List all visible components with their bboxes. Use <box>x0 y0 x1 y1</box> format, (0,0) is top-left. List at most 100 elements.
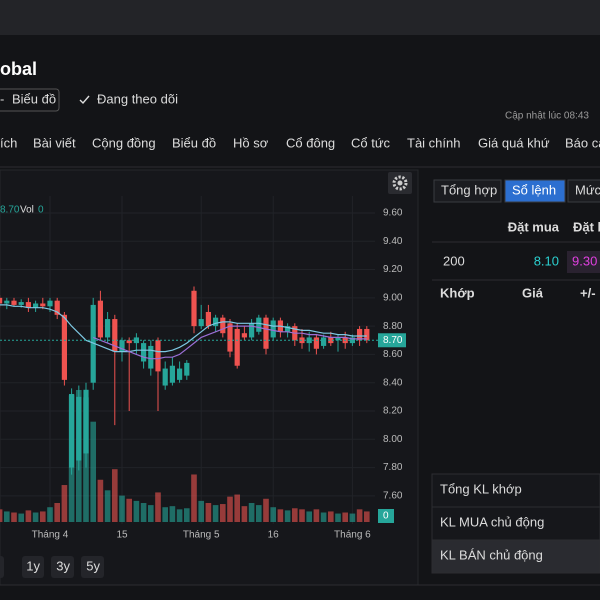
volume-bar <box>90 421 96 522</box>
side-tab[interactable] <box>567 179 600 203</box>
candle-body <box>162 368 168 386</box>
range-button[interactable] <box>0 556 4 578</box>
volume-bar <box>40 511 46 522</box>
side-tab-label[interactable]: Mức <box>575 182 600 197</box>
candle-body <box>357 328 363 341</box>
trades-header: +/- <box>580 285 596 300</box>
legend-vol: Vol <box>20 205 34 216</box>
side-tab-label[interactable]: Tổng hợp <box>441 182 497 197</box>
candle-body <box>198 319 204 327</box>
candle-body <box>119 340 125 352</box>
volume-zero-box <box>378 509 394 523</box>
side-tab[interactable] <box>504 179 566 203</box>
chart-button[interactable] <box>0 88 60 112</box>
volume-bar <box>364 511 370 522</box>
legend-price: 8.70 <box>0 205 20 216</box>
nav-tab[interactable]: Cổ đông <box>286 135 335 150</box>
legend-vol-value: 0 <box>38 205 44 216</box>
range-button[interactable] <box>51 556 74 578</box>
volume-bar <box>112 469 118 522</box>
candle-body <box>299 337 305 344</box>
volume-bar <box>176 509 183 522</box>
dash: - <box>0 91 4 106</box>
y-tick-label: 8.20 <box>383 406 403 417</box>
trades-header: Giá <box>522 285 544 300</box>
volume-bar <box>104 490 111 522</box>
volume-bar <box>335 513 341 522</box>
last-price-label: 8.70 <box>383 335 403 346</box>
candle-body <box>11 300 17 305</box>
volume-bar <box>234 494 240 522</box>
y-tick-label: 7.60 <box>383 490 403 501</box>
side-tab[interactable] <box>433 179 502 203</box>
range-button[interactable] <box>81 556 104 578</box>
x-tick-label: Tháng 6 <box>334 530 371 541</box>
chart-button-label[interactable]: Biểu đồ <box>12 91 56 106</box>
nav-tabs: ích Bài viết Cộng đồng Biểu đồ Hồ sơ Cổ đông C… <box>0 135 600 150</box>
x-tick-label: Tháng 5 <box>183 530 220 541</box>
volume-bar <box>32 512 39 522</box>
range-label[interactable]: 5y <box>86 558 100 573</box>
nav-tab[interactable]: Giá quá khứ <box>478 135 550 150</box>
volume-bar <box>277 509 284 522</box>
side-tab-label[interactable]: Sổ lệnh <box>512 182 556 197</box>
nav-tab[interactable]: Tài chính <box>407 135 460 150</box>
stock-title: obal <box>0 59 37 79</box>
volume-bar <box>47 507 53 522</box>
volume-bar <box>256 505 262 522</box>
candle-body <box>126 340 132 344</box>
x-tick-label: 15 <box>116 530 128 541</box>
candle-body <box>205 311 211 327</box>
gear-icon[interactable] <box>392 175 408 191</box>
candle-chart: 9.60 9.40 9.20 9.00 8.80 8.60 8.40 8.20 8.00 7.80… <box>0 196 406 578</box>
volume-bar <box>11 512 17 522</box>
candle-body <box>25 302 31 308</box>
nav-tab[interactable]: Cộng đồng <box>92 135 156 150</box>
volume-bar <box>191 474 197 522</box>
range-label[interactable]: 1y <box>26 558 40 573</box>
book-volume: 200 <box>443 253 465 268</box>
volume-bar <box>292 508 298 522</box>
nav-tab[interactable]: Bài viết <box>33 135 76 150</box>
candle-body <box>256 317 262 332</box>
candle-body <box>364 328 370 341</box>
volume-bar <box>126 498 132 522</box>
nav-tab[interactable]: Cổ tức <box>351 135 391 150</box>
volume-bar <box>169 506 176 522</box>
y-tick-label: 9.20 <box>383 264 403 275</box>
volume-bar <box>306 511 312 522</box>
summary-label: KL MUA chủ động <box>440 514 544 529</box>
candle-body <box>241 333 247 338</box>
nav-tab[interactable]: Báo cá <box>565 135 600 150</box>
range-button[interactable] <box>22 556 44 578</box>
nav-tab[interactable]: Biểu đồ <box>172 135 216 150</box>
candle-body <box>97 300 103 338</box>
volume-zero-label: 0 <box>383 511 389 522</box>
y-tick-label: 8.60 <box>383 349 403 360</box>
volume-bar <box>205 502 212 522</box>
candle-body <box>148 345 154 369</box>
candle-body <box>0 297 3 304</box>
volume-bar <box>320 512 327 522</box>
candle-body <box>112 319 118 352</box>
nav-tab[interactable]: ích <box>0 135 17 150</box>
ask-price: 9.30 <box>572 253 597 268</box>
volume-bar <box>270 507 276 522</box>
candle-body <box>313 337 319 349</box>
candle-body <box>33 303 39 308</box>
follow-label[interactable]: Đang theo dõi <box>97 91 178 106</box>
y-tick-label: 8.40 <box>383 377 403 388</box>
range-label[interactable]: 3y <box>56 558 70 573</box>
moving-average <box>0 304 367 353</box>
y-tick-label: 9.60 <box>383 208 403 219</box>
summary-label: Tổng KL khớp <box>440 481 522 496</box>
summary-label: KL BÁN chủ động <box>440 547 543 562</box>
volume-bar <box>220 504 226 522</box>
volume-bar <box>356 509 363 522</box>
candle-body <box>213 317 219 327</box>
candle-body <box>184 362 190 376</box>
volume-bar <box>299 509 305 522</box>
nav-tab[interactable]: Hồ sơ <box>233 135 269 150</box>
